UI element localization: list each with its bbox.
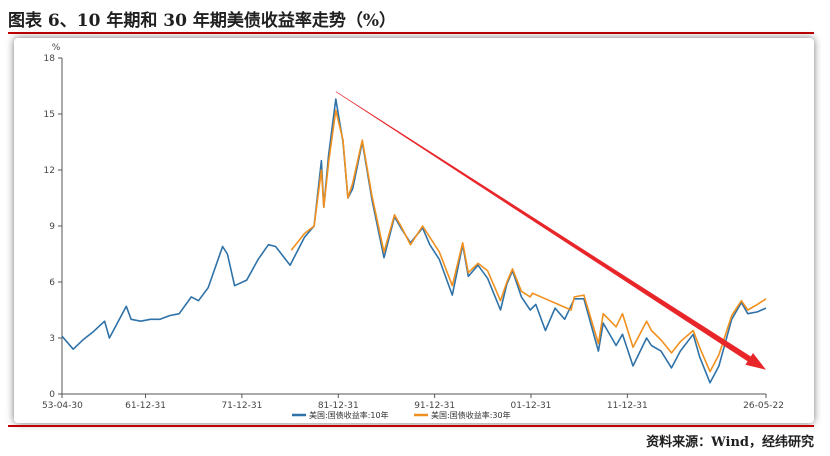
annotations bbox=[335, 91, 766, 370]
page-title: 图表 6、10 年期和 30 年期美债收益率走势（%） bbox=[8, 11, 396, 31]
x-tick-label: 26-05-22 bbox=[743, 401, 784, 411]
x-tick-label: 11-12-31 bbox=[607, 401, 648, 411]
x-tick-label: 01-12-31 bbox=[511, 401, 552, 411]
x-tick-label: 91-12-31 bbox=[414, 401, 455, 411]
trend-arrow-head bbox=[745, 352, 766, 370]
legend: 美国:国债收益率:10年 美国:国债收益率:30年 bbox=[292, 410, 511, 420]
x-tick-label: 81-12-31 bbox=[318, 401, 359, 411]
source-note: 资料来源：Wind，经纬研究 bbox=[646, 435, 814, 450]
y-axis-unit-label: % bbox=[52, 43, 61, 53]
y-tick-label: 12 bbox=[44, 166, 55, 176]
trend-arrow bbox=[335, 91, 766, 370]
legend-label-30y: 美国:国债收益率:30年 bbox=[431, 410, 511, 420]
series-lines bbox=[61, 98, 767, 384]
legend-label-10y: 美国:国债收益率:10年 bbox=[309, 410, 389, 420]
axes: % 0 3 6 9 12 15 18 53-04-30 61-12-31 71-12-31 81-12… bbox=[42, 43, 784, 411]
x-tick-label: 53-04-30 bbox=[42, 401, 83, 411]
y-tick-label: 18 bbox=[44, 54, 56, 64]
y-tick-label: 9 bbox=[49, 222, 55, 232]
y-tick-label: 15 bbox=[44, 110, 55, 120]
yield-chart: % 0 3 6 9 12 15 18 53-04-30 61-12-31 71-12-31 81-12… bbox=[42, 43, 784, 420]
trend-arrow-shaft bbox=[335, 91, 752, 362]
y-tick-label: 6 bbox=[49, 278, 55, 288]
y-tick-label: 3 bbox=[49, 334, 55, 344]
x-tick-label: 71-12-31 bbox=[221, 401, 262, 411]
bottom-divider bbox=[8, 425, 814, 427]
y-tick-label: 0 bbox=[49, 390, 55, 400]
chart-panel: % 0 3 6 9 12 15 18 53-04-30 61-12-31 71-12-31 81-12… bbox=[14, 38, 814, 423]
x-tick-label: 61-12-31 bbox=[125, 401, 166, 411]
series-line-30y bbox=[290, 109, 767, 373]
top-divider bbox=[8, 32, 814, 34]
